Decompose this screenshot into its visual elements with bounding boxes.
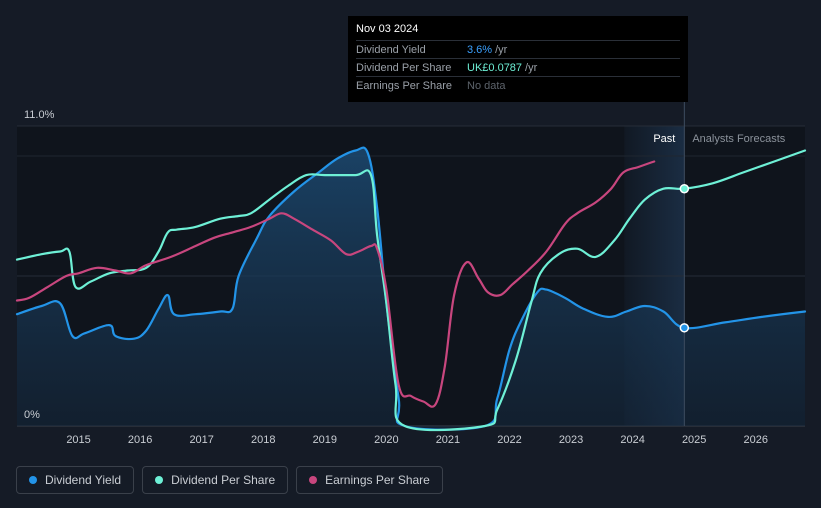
x-tick-label: 2018 <box>251 434 275 446</box>
legend-dot-icon <box>29 476 37 484</box>
y-tick-label-bottom: 0% <box>24 409 40 421</box>
x-tick-label: 2019 <box>313 434 337 446</box>
legend: Dividend Yield Dividend Per Share Earnin… <box>16 466 443 494</box>
tooltip-row-dividend-yield: Dividend Yield 3.6% /yr <box>356 40 680 58</box>
x-tick-label: 2026 <box>744 434 768 446</box>
legend-label: Dividend Yield <box>45 473 122 487</box>
dividend-yield-line <box>15 146 807 431</box>
legend-item-earnings-per-share[interactable]: Earnings Per Share <box>296 466 443 494</box>
legend-dot-icon <box>309 476 318 484</box>
tooltip-value: 3.6% <box>467 43 493 56</box>
tooltip-value: No data <box>467 79 506 92</box>
x-tick-label: 2020 <box>374 434 398 446</box>
tooltip-label: Dividend Per Share <box>356 61 452 74</box>
dividend-yield-area <box>17 147 805 430</box>
forecast-label: Analysts Forecasts <box>692 133 785 145</box>
x-tick-label: 2021 <box>436 434 460 446</box>
tooltip-unit: /yr <box>495 43 508 56</box>
x-tick-label: 2017 <box>189 434 213 446</box>
tooltip: Nov 03 2024 Dividend Yield 3.6% /yr Divi… <box>348 16 688 102</box>
tooltip-date: Nov 03 2024 <box>356 23 419 35</box>
y-tick-label-top: 11.0% <box>24 109 55 121</box>
legend-label: Earnings Per Share <box>325 473 430 487</box>
tooltip-row-earnings-per-share: Earnings Per Share No data <box>356 76 680 94</box>
x-tick-label: 2025 <box>682 434 706 446</box>
tooltip-value: UK£0.0787 <box>467 61 523 74</box>
dividend-yield-marker <box>679 323 690 333</box>
dividend-per-share-line <box>15 149 807 432</box>
tooltip-row-dividend-per-share: Dividend Per Share UK£0.0787 /yr <box>356 58 680 76</box>
tooltip-label: Earnings Per Share <box>356 79 452 92</box>
legend-item-dividend-yield[interactable]: Dividend Yield <box>16 466 135 494</box>
x-tick-label: 2015 <box>66 434 90 446</box>
legend-item-dividend-per-share[interactable]: Dividend Per Share <box>142 466 289 494</box>
tooltip-unit: /yr <box>525 61 538 74</box>
tooltip-label: Dividend Yield <box>356 43 426 56</box>
legend-dot-icon <box>155 476 164 484</box>
x-tick-label: 2016 <box>128 434 152 446</box>
x-tick-label: 2022 <box>497 434 521 446</box>
dividend-per-share-marker <box>679 183 690 194</box>
x-tick-label: 2023 <box>559 434 583 446</box>
earnings-per-share-line <box>15 160 656 408</box>
x-tick-label: 2024 <box>620 434 644 446</box>
legend-label: Dividend Per Share <box>171 473 276 487</box>
past-label: Past <box>653 133 675 145</box>
